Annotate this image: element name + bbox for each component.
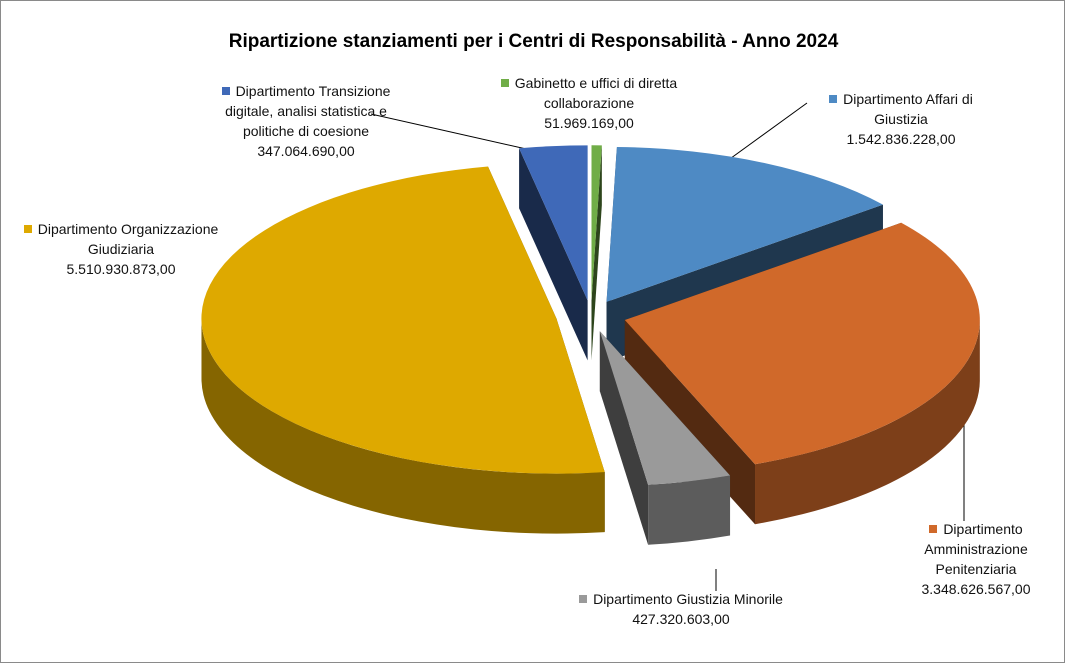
value-label: 347.064.690,00 <box>257 143 355 159</box>
legend-marker <box>929 525 938 533</box>
slice <box>201 166 605 474</box>
category-label: Dipartimento Affari di Giustizia <box>843 91 973 127</box>
legend-marker <box>221 87 230 95</box>
slice-side <box>648 475 731 545</box>
category-label: Dipartimento Transizione digitale, anali… <box>225 83 391 139</box>
slice <box>606 146 883 302</box>
legend-marker <box>23 225 32 233</box>
value-label: 51.969.169,00 <box>544 115 634 131</box>
value-label: 3.348.626.567,00 <box>921 581 1031 597</box>
category-label: Gabinetto e uffici di diretta collaboraz… <box>514 75 678 111</box>
legend-marker <box>579 595 588 603</box>
data-label: Dipartimento Transizione digitale, anali… <box>201 81 411 161</box>
category-label: Dipartimento Amministrazione Penitenziar… <box>924 521 1028 577</box>
slice-side <box>599 331 649 545</box>
data-label: Dipartimento Giustizia Minorile 427.320.6… <box>576 589 786 629</box>
chart-title: Ripartizione stanziamenti per i Centri d… <box>228 31 839 52</box>
slice-side <box>591 145 602 361</box>
category-label: Dipartimento Organizzazione Giudiziaria <box>37 221 219 257</box>
slice <box>624 222 980 465</box>
value-label: 5.510.930.873,00 <box>66 261 176 277</box>
data-label: Dipartimento Organizzazione Giudiziaria 5… <box>1 219 241 279</box>
slice <box>591 145 602 301</box>
leader-line <box>726 102 808 162</box>
value-label: 1.542.836.228,00 <box>846 131 956 147</box>
slice <box>519 145 588 301</box>
slice <box>599 331 731 485</box>
slice-side <box>755 320 980 525</box>
data-label: Dipartimento Amministrazione Penitenziar… <box>891 519 1061 599</box>
slice-side <box>201 318 605 534</box>
category-label: Dipartimento Giustizia Minorile <box>593 591 783 607</box>
legend-marker <box>500 79 509 87</box>
data-label: Gabinetto e uffici di diretta collaboraz… <box>464 73 714 133</box>
data-label: Dipartimento Affari di Giustizia 1.542.83… <box>806 89 996 149</box>
slice-side <box>519 148 588 361</box>
legend-marker <box>829 95 838 103</box>
value-label: 427.320.603,00 <box>632 611 730 627</box>
